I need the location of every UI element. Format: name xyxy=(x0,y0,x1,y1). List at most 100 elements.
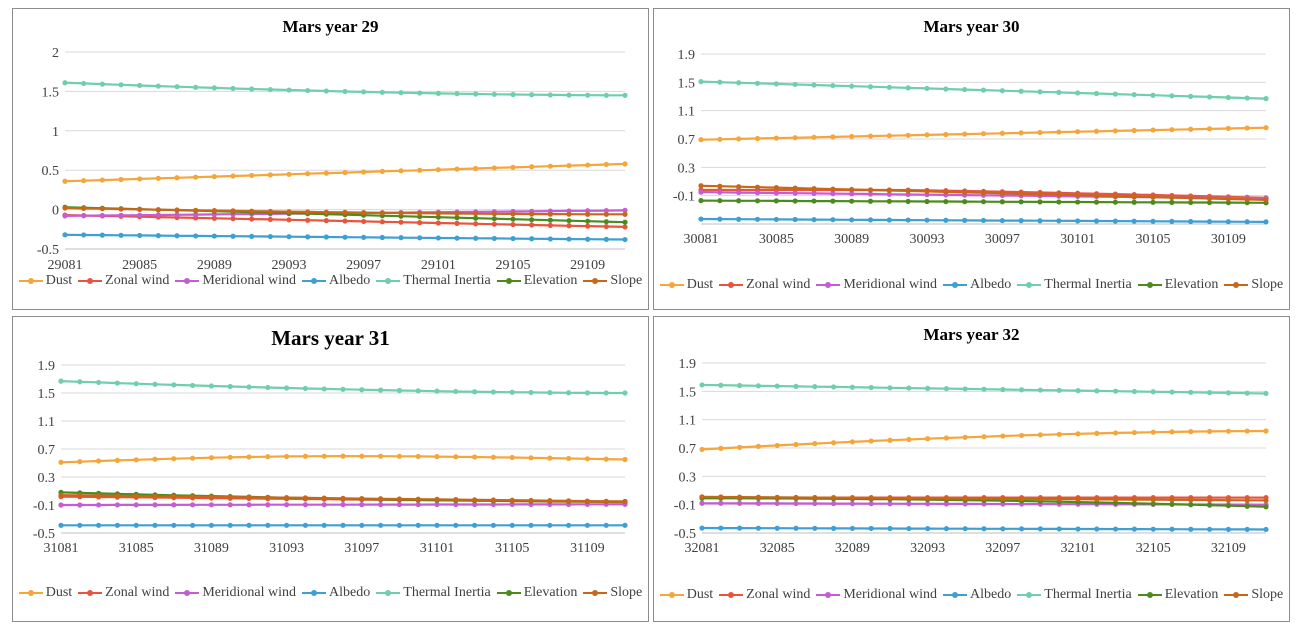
data-point xyxy=(943,495,949,502)
y-tick-label: 0.3 xyxy=(679,470,697,485)
data-point xyxy=(905,198,911,205)
data-point xyxy=(284,502,290,508)
chart-title: Mars year 31 xyxy=(271,326,390,350)
y-tick-label: 1.1 xyxy=(38,415,56,430)
legend-item: Elevation xyxy=(1137,587,1218,603)
legend-label: Zonal wind xyxy=(746,587,811,602)
data-point xyxy=(230,233,236,239)
data-point xyxy=(547,217,553,223)
data-point xyxy=(227,383,233,390)
plot-area: -0.1 0.3 0.7 1.1 1.5 1.9 30081 30085 30089 30093 3… xyxy=(673,48,1269,247)
data-point xyxy=(490,497,496,503)
data-point xyxy=(906,501,912,507)
legend-item: Zonal wind xyxy=(78,273,169,289)
data-point xyxy=(379,210,385,216)
data-point xyxy=(434,453,440,460)
data-point xyxy=(849,83,855,89)
legend-swatch xyxy=(78,276,103,286)
data-point xyxy=(528,389,534,396)
data-point xyxy=(528,497,534,504)
data-point xyxy=(490,522,496,528)
data-point xyxy=(999,217,1005,224)
data-point xyxy=(267,233,273,240)
y-tick-label: 1.5 xyxy=(678,76,696,91)
data-point xyxy=(230,208,236,214)
data-point xyxy=(566,163,572,169)
x-tick-label: 30101 xyxy=(1060,232,1095,247)
data-point xyxy=(379,168,385,175)
data-point xyxy=(1207,502,1213,508)
data-point xyxy=(1206,218,1213,225)
y-tick-label: -0.5 xyxy=(674,527,696,542)
plot-area: -0.5 -0.1 0.3 0.7 1.1 1.5 1.9 31081 31085 31089 31… xyxy=(33,359,628,556)
x-tick-label: 31109 xyxy=(570,541,604,556)
data-point xyxy=(603,456,609,462)
data-point xyxy=(284,385,290,391)
data-point xyxy=(265,384,271,391)
legend: Dust Zonal wind Meridional wind Albedo Therm… xyxy=(654,277,1289,293)
data-point xyxy=(999,130,1005,136)
data-point xyxy=(321,453,327,459)
legend-label: Meridional wind xyxy=(843,277,938,292)
legend-label: Albedo xyxy=(970,277,1012,292)
x-tick-label: 31097 xyxy=(344,541,379,556)
legend-item: Zonal wind xyxy=(719,277,810,293)
x-tick-label: 30085 xyxy=(759,232,794,247)
data-point xyxy=(193,84,199,90)
data-point xyxy=(529,92,535,98)
data-point xyxy=(868,384,874,391)
data-point xyxy=(812,494,818,501)
data-point xyxy=(435,235,441,241)
data-point xyxy=(905,188,911,194)
data-point xyxy=(622,456,628,463)
data-point xyxy=(118,232,124,238)
data-point xyxy=(118,206,124,212)
y-tick-label: -0.5 xyxy=(33,527,55,542)
data-point xyxy=(868,525,874,532)
x-tick-label: 29089 xyxy=(197,258,232,273)
data-point xyxy=(1244,428,1250,434)
data-point xyxy=(699,525,705,531)
data-point xyxy=(1131,127,1137,134)
data-point xyxy=(62,178,68,184)
data-point xyxy=(379,234,385,241)
y-tick-label: 0.7 xyxy=(38,443,56,458)
legend-swatch xyxy=(1017,590,1042,600)
data-point xyxy=(323,234,329,240)
data-point xyxy=(755,500,761,506)
data-point xyxy=(1000,433,1006,439)
legend-swatch xyxy=(496,276,521,286)
data-point xyxy=(1093,199,1100,205)
data-point xyxy=(1207,428,1213,434)
data-point xyxy=(58,492,64,498)
data-point xyxy=(1037,432,1043,438)
legend-item: Zonal wind xyxy=(78,585,169,601)
data-point xyxy=(453,497,459,503)
data-point xyxy=(584,522,591,528)
data-point xyxy=(155,207,161,213)
data-point xyxy=(1018,130,1024,136)
x-tick-label: 30109 xyxy=(1211,232,1246,247)
y-tick-label: 0.7 xyxy=(679,442,697,457)
data-point xyxy=(566,498,572,504)
data-point xyxy=(943,217,949,223)
data-point xyxy=(773,81,779,87)
data-point xyxy=(81,80,87,87)
data-point xyxy=(193,174,199,180)
data-point xyxy=(831,384,837,390)
data-point xyxy=(529,222,535,228)
data-point xyxy=(867,133,874,139)
data-point xyxy=(118,212,124,218)
data-point xyxy=(302,495,308,501)
series-slope xyxy=(62,205,628,217)
data-point xyxy=(547,522,553,528)
data-point xyxy=(1207,497,1213,503)
data-point xyxy=(302,522,308,528)
data-point xyxy=(1225,526,1231,532)
legend-item: Slope xyxy=(1224,277,1283,293)
data-point xyxy=(1131,429,1137,436)
data-point xyxy=(754,80,761,86)
legend: Dust Zonal wind Meridional wind Albedo Therm… xyxy=(13,273,648,289)
data-point xyxy=(754,135,761,142)
data-point xyxy=(133,457,139,463)
